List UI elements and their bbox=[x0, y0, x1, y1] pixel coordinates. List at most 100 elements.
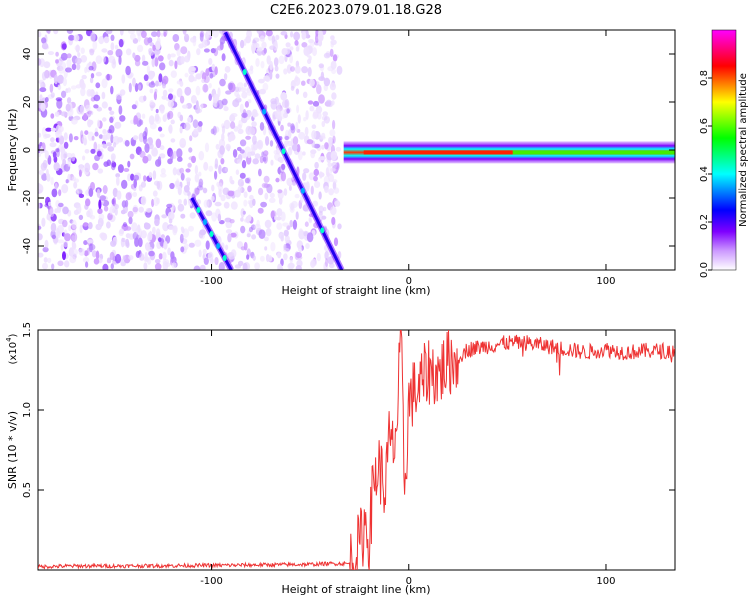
noise-speckle bbox=[121, 179, 128, 189]
noise-speckle bbox=[158, 126, 163, 132]
noise-speckle bbox=[318, 76, 326, 82]
noise-speckle bbox=[77, 52, 81, 57]
bottom-y-tick-label: 0.5 bbox=[22, 482, 33, 498]
noise-speckle bbox=[188, 147, 193, 153]
noise-speckle bbox=[230, 232, 237, 238]
noise-speckle bbox=[227, 190, 235, 197]
noise-speckle bbox=[99, 232, 106, 239]
noise-speckle bbox=[128, 30, 135, 34]
noise-speckle bbox=[301, 66, 308, 74]
noise-speckle bbox=[291, 144, 298, 152]
noise-speckle bbox=[283, 68, 288, 75]
noise-speckle bbox=[125, 233, 131, 239]
noise-speckle bbox=[174, 60, 178, 70]
noise-speckle bbox=[330, 206, 337, 216]
noise-speckle bbox=[323, 77, 331, 87]
noise-speckle bbox=[71, 176, 76, 182]
noise-speckle bbox=[329, 48, 334, 58]
noise-speckle bbox=[295, 252, 302, 259]
noise-speckle bbox=[287, 262, 295, 270]
noise-speckle bbox=[230, 121, 236, 129]
noise-speckle bbox=[134, 59, 141, 67]
noise-speckle bbox=[116, 176, 120, 186]
noise-speckle bbox=[321, 144, 325, 150]
noise-speckle bbox=[54, 111, 60, 117]
noise-speckle bbox=[327, 66, 334, 72]
noise-speckle bbox=[179, 114, 184, 122]
noise-speckle bbox=[205, 68, 210, 77]
noise-speckle bbox=[83, 113, 88, 122]
noise-speckle bbox=[148, 230, 153, 241]
noise-speckle bbox=[122, 222, 128, 228]
noise-speckle bbox=[278, 233, 284, 240]
noise-speckle bbox=[163, 31, 167, 37]
noise-speckle bbox=[218, 138, 226, 148]
noise-speckle bbox=[170, 119, 175, 125]
noise-speckle bbox=[261, 151, 265, 157]
noise-speckle bbox=[169, 53, 176, 58]
noise-speckle bbox=[303, 117, 307, 122]
noise-speckle bbox=[199, 229, 207, 236]
noise-speckle bbox=[196, 185, 204, 191]
noise-speckle bbox=[159, 145, 165, 151]
noise-speckle bbox=[151, 31, 158, 37]
colorbar: 0.0 0.2 0.4 0.6 0.8 Normalized spectral ampl… bbox=[699, 29, 749, 278]
noise-speckle bbox=[239, 172, 246, 179]
noise-speckle bbox=[132, 191, 138, 198]
noise-speckle bbox=[41, 217, 46, 227]
noise-speckle bbox=[71, 219, 77, 230]
noise-speckle bbox=[125, 48, 132, 56]
noise-speckle bbox=[137, 84, 142, 90]
noise-speckle bbox=[240, 217, 244, 222]
noise-speckle bbox=[223, 73, 228, 81]
noise-speckle bbox=[294, 193, 300, 199]
spectrogram-panel: -100 0 100 -40 -20 0 20 40 Height of straight … bbox=[6, 29, 676, 297]
bottom-y-tick-label: 1.5 bbox=[22, 322, 33, 338]
noise-speckle bbox=[123, 168, 130, 172]
noise-speckle bbox=[67, 158, 72, 167]
noise-speckle bbox=[107, 129, 112, 134]
noise-speckle bbox=[230, 201, 238, 210]
noise-speckle bbox=[283, 243, 287, 251]
noise-speckle bbox=[49, 208, 55, 218]
noise-speckle bbox=[284, 235, 290, 243]
noise-speckle bbox=[38, 225, 42, 230]
noise-speckle bbox=[273, 57, 279, 67]
bottom-x-tick-label: 0 bbox=[406, 576, 412, 587]
noise-speckle bbox=[81, 74, 87, 80]
noise-speckle bbox=[160, 173, 167, 178]
noise-speckle bbox=[258, 229, 266, 239]
noise-speckle bbox=[258, 187, 264, 196]
noise-speckle bbox=[57, 239, 64, 244]
colorbar-tick-label: 0.4 bbox=[699, 166, 710, 182]
noise-speckle bbox=[96, 188, 101, 198]
noise-speckle bbox=[75, 44, 80, 53]
noise-speckle bbox=[169, 151, 174, 161]
trace-blob bbox=[262, 108, 267, 115]
noise-speckle bbox=[277, 252, 282, 259]
noise-speckle bbox=[204, 142, 210, 153]
noise-speckle bbox=[60, 146, 66, 155]
noise-speckle bbox=[295, 88, 300, 95]
noise-speckle bbox=[203, 257, 209, 265]
noise-speckle bbox=[80, 47, 85, 54]
noise-speckle bbox=[148, 115, 155, 125]
noise-speckle bbox=[38, 132, 42, 138]
noise-speckle bbox=[194, 165, 199, 175]
noise-speckle bbox=[319, 135, 326, 140]
noise-speckle bbox=[303, 230, 309, 237]
noise-speckle bbox=[167, 110, 174, 120]
noise-speckle bbox=[208, 165, 214, 172]
noise-speckle bbox=[323, 52, 331, 59]
noise-speckle bbox=[180, 213, 186, 219]
noise-speckle bbox=[134, 237, 140, 247]
noise-speckle bbox=[152, 44, 156, 51]
noise-speckle bbox=[188, 67, 196, 72]
noise-speckle bbox=[66, 30, 74, 34]
noise-speckle bbox=[183, 122, 191, 131]
noise-speckle bbox=[239, 139, 247, 147]
noise-speckle bbox=[214, 158, 219, 168]
noise-speckle bbox=[108, 55, 116, 64]
noise-speckle bbox=[98, 36, 105, 45]
noise-speckle bbox=[328, 188, 334, 196]
